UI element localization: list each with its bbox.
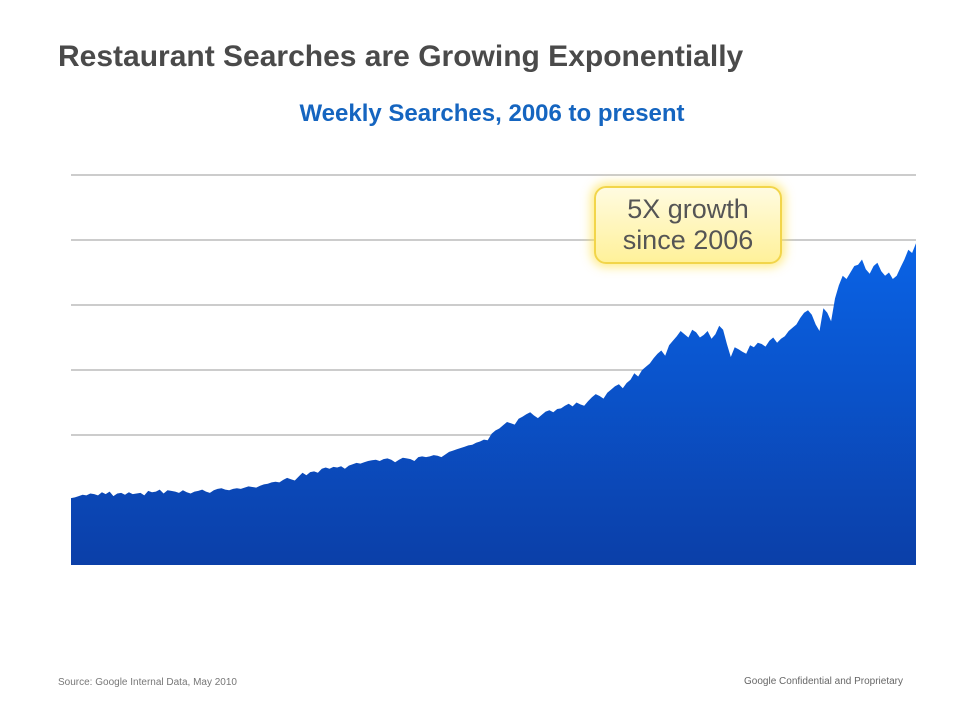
callout-line-1: 5X growth: [627, 194, 749, 224]
slide-title: Restaurant Searches are Growing Exponent…: [58, 40, 744, 73]
growth-callout: 5X growth since 2006: [594, 186, 782, 264]
callout-line-2: since 2006: [622, 225, 754, 255]
chart-title: Weekly Searches, 2006 to present: [299, 100, 685, 127]
source-note: Source: Google Internal Data, May 2010: [58, 677, 237, 688]
series-area: [71, 243, 916, 566]
confidentiality-note: Google Confidential and Proprietary: [744, 676, 903, 687]
